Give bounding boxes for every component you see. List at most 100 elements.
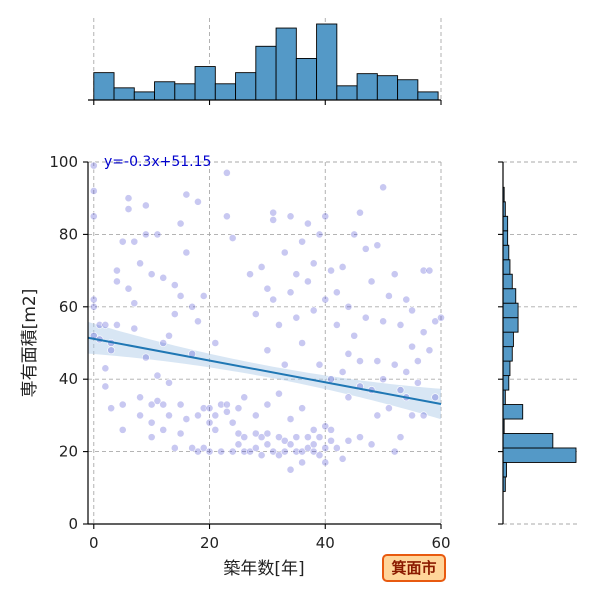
scatter-point	[89, 161, 98, 170]
scatter-point	[413, 378, 422, 387]
x-tick-label: 60	[431, 534, 450, 552]
scatter-point	[217, 447, 225, 456]
scatter-point	[356, 433, 364, 442]
x-histogram-bar	[194, 66, 216, 101]
x-histogram-bar	[417, 91, 439, 101]
scatter-point	[309, 440, 318, 449]
scatter-point	[373, 357, 382, 365]
y-histogram-bar	[502, 360, 511, 377]
city-badge: 箕面市	[382, 554, 446, 582]
scatter-point	[321, 458, 330, 467]
regression-equation: y=-0.3x+51.15	[104, 154, 211, 170]
scatter-point	[298, 458, 307, 467]
scatter-point	[141, 353, 150, 362]
scatter-point	[263, 440, 272, 449]
scatter-point	[101, 320, 110, 329]
scatter-point	[170, 310, 179, 318]
scatter-point	[385, 404, 393, 413]
scatter-point	[228, 234, 237, 242]
scatter-point	[356, 208, 364, 217]
scatter-point	[159, 400, 168, 409]
x-histogram-bar	[255, 45, 277, 101]
scatter-point	[332, 288, 341, 297]
scatter-point	[304, 433, 312, 442]
scatter-point	[188, 444, 197, 452]
scatter-point	[304, 277, 312, 286]
scatter-point	[350, 331, 359, 340]
scatter-point	[147, 418, 156, 427]
scatter-point	[246, 447, 254, 456]
scatter-point	[379, 183, 388, 192]
scatter-point	[257, 263, 266, 271]
scatter-point	[194, 317, 202, 326]
scatter-point	[228, 418, 237, 427]
scatter-point	[246, 270, 254, 279]
scatter-point	[396, 433, 405, 442]
scatter-point	[396, 320, 405, 329]
y-histogram-bar	[502, 288, 517, 304]
x-histogram-bar	[397, 79, 419, 101]
x-histogram-bar	[113, 87, 135, 101]
scatter-point	[379, 375, 388, 384]
scatter-point	[153, 371, 162, 380]
scatter-point	[222, 400, 231, 409]
scatter-point	[419, 411, 428, 420]
scatter-point	[419, 328, 428, 337]
scatter-point	[437, 313, 445, 322]
scatter-point	[228, 447, 237, 456]
y-histogram-bar	[502, 346, 513, 362]
scatter-point	[298, 404, 307, 413]
scatter-point	[222, 212, 231, 221]
scatter-point	[402, 295, 411, 304]
scatter-point	[251, 429, 260, 438]
scatter-point	[159, 273, 168, 282]
scatter-point	[240, 433, 249, 442]
scatter-point	[280, 248, 289, 257]
scatter-point	[147, 270, 156, 279]
scatter-point	[159, 425, 168, 434]
scatter-point	[356, 357, 364, 365]
scatter-point	[292, 313, 301, 322]
scatter-point	[234, 404, 243, 413]
scatter-point	[286, 288, 295, 297]
scatter-point	[390, 360, 399, 369]
scatter-point	[361, 244, 370, 253]
scatter-point	[89, 187, 98, 195]
y-histogram-bar	[502, 259, 511, 275]
x-tick-label: 0	[89, 534, 99, 552]
scatter-point	[344, 349, 353, 358]
y-histogram-bar	[502, 331, 514, 348]
scatter-point	[234, 440, 243, 449]
scatter-point	[332, 444, 341, 452]
y-tick-label: 20	[59, 443, 78, 461]
scatter-point	[205, 447, 214, 456]
scatter-point	[408, 342, 416, 351]
scatter-point	[315, 451, 324, 460]
scatter-point	[159, 339, 168, 347]
scatter-point	[304, 219, 312, 228]
scatter-point	[292, 270, 301, 279]
scatter-point	[147, 400, 156, 409]
scatter-point	[205, 418, 214, 427]
y-histogram-bar	[502, 302, 519, 319]
y-histogram-bar	[502, 244, 510, 261]
scatter-point	[101, 382, 110, 391]
scatter-point	[286, 212, 295, 221]
y-histogram-bar	[502, 273, 513, 290]
scatter-point	[379, 317, 388, 326]
scatter-point	[431, 317, 440, 326]
city-badge-text: 箕面市	[390, 559, 436, 577]
scatter-point	[263, 346, 272, 355]
scatter-point	[402, 368, 411, 376]
scatter-point	[327, 266, 335, 275]
scatter-point	[280, 360, 289, 369]
scatter-point	[89, 302, 98, 311]
scatter-point	[130, 237, 139, 246]
scatter-point	[141, 230, 150, 239]
x-histogram-layer	[93, 23, 439, 101]
scatter-point	[263, 400, 272, 409]
scatter-point	[251, 310, 260, 318]
scatter-point	[124, 194, 133, 203]
